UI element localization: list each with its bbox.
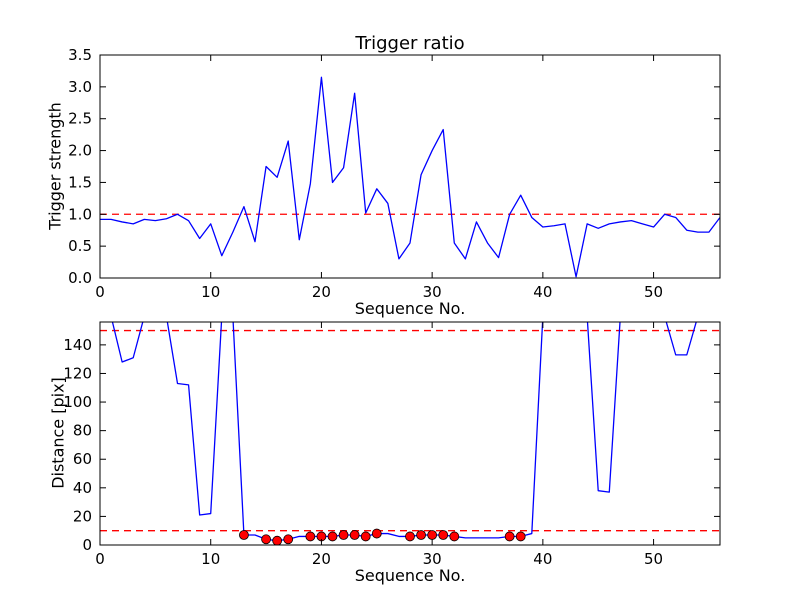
svg-text:80: 80 xyxy=(73,422,92,440)
svg-text:40: 40 xyxy=(73,479,92,497)
svg-text:140: 140 xyxy=(63,336,92,354)
svg-text:40: 40 xyxy=(533,283,552,301)
svg-text:0: 0 xyxy=(82,536,92,554)
svg-text:20: 20 xyxy=(312,283,331,301)
svg-text:20: 20 xyxy=(73,507,92,525)
top-chart-title: Trigger ratio xyxy=(355,33,465,54)
bottom-x-axis-label: Sequence No. xyxy=(354,566,466,585)
svg-text:10: 10 xyxy=(201,283,220,301)
svg-text:0.5: 0.5 xyxy=(68,237,92,255)
svg-text:50: 50 xyxy=(644,550,663,568)
svg-text:0: 0 xyxy=(95,283,105,301)
top-x-axis-label: Sequence No. xyxy=(354,299,466,318)
svg-text:0: 0 xyxy=(95,550,105,568)
svg-text:50: 50 xyxy=(644,283,663,301)
svg-text:3.0: 3.0 xyxy=(68,78,92,96)
top-y-axis-label: Trigger strength xyxy=(45,102,65,230)
svg-text:1.0: 1.0 xyxy=(68,205,92,223)
bottom-chart: 0 10 20 30 40 50 0 20 40 60 80 100 120 140 xyxy=(63,321,721,568)
svg-text:120: 120 xyxy=(63,364,92,382)
bottom-y-axis-label: Distance [pix] xyxy=(48,377,68,489)
svg-text:1.5: 1.5 xyxy=(68,173,92,191)
svg-text:30: 30 xyxy=(423,550,442,568)
svg-text:60: 60 xyxy=(73,450,92,468)
svg-text:100: 100 xyxy=(63,393,92,411)
svg-text:30: 30 xyxy=(423,283,442,301)
svg-text:2.0: 2.0 xyxy=(68,142,92,160)
svg-text:20: 20 xyxy=(312,550,331,568)
svg-text:2.5: 2.5 xyxy=(68,110,92,128)
svg-text:0.0: 0.0 xyxy=(68,269,92,287)
top-chart: 0 10 20 30 40 50 0.0 0.5 1.0 1.5 2.0 2.5 3.0 3.5 xyxy=(68,46,721,301)
svg-text:40: 40 xyxy=(533,550,552,568)
svg-text:3.5: 3.5 xyxy=(68,46,92,64)
svg-text:10: 10 xyxy=(201,550,220,568)
